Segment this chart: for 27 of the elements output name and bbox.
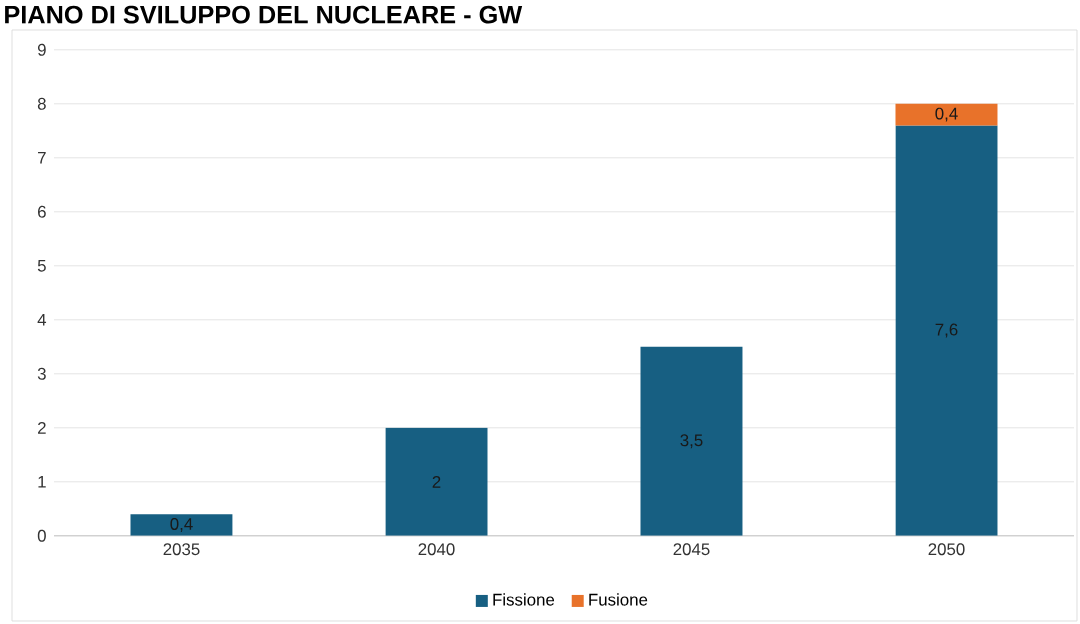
x-tick-label: 2035 [163, 543, 200, 556]
bar [130, 514, 233, 536]
data-label: 7,6 [935, 323, 958, 338]
bar [640, 346, 743, 536]
data-label: 0,4 [170, 518, 193, 532]
x-tick-label: 2050 [928, 543, 965, 556]
bar [895, 125, 998, 536]
data-label: 2 [432, 475, 441, 488]
y-tick-label: 1 [38, 475, 46, 488]
x-tick-label: 2040 [418, 543, 455, 556]
x-tick-label: 2045 [673, 543, 710, 556]
y-tick-label: 5 [37, 259, 46, 272]
chart-title: PIANO DI SVILUPPO DEL NUCLEARE - GW [5, 5, 523, 24]
y-tick-label: 9 [37, 43, 46, 56]
y-tick-label: 7 [38, 151, 46, 164]
y-tick-label: 4 [37, 313, 47, 326]
bar [385, 427, 488, 536]
y-tick-label: 8 [37, 97, 46, 110]
data-label: 0,4 [935, 107, 958, 122]
bar [895, 103, 998, 126]
y-tick-label: 2 [38, 421, 46, 434]
y-tick-label: 0 [37, 529, 46, 542]
y-tick-label: 6 [38, 205, 46, 218]
legend-label: Fissione [493, 593, 555, 606]
data-label: 3,5 [680, 434, 703, 449]
y-tick-label: 3 [37, 367, 46, 380]
legend-label: Fusione [589, 593, 648, 606]
